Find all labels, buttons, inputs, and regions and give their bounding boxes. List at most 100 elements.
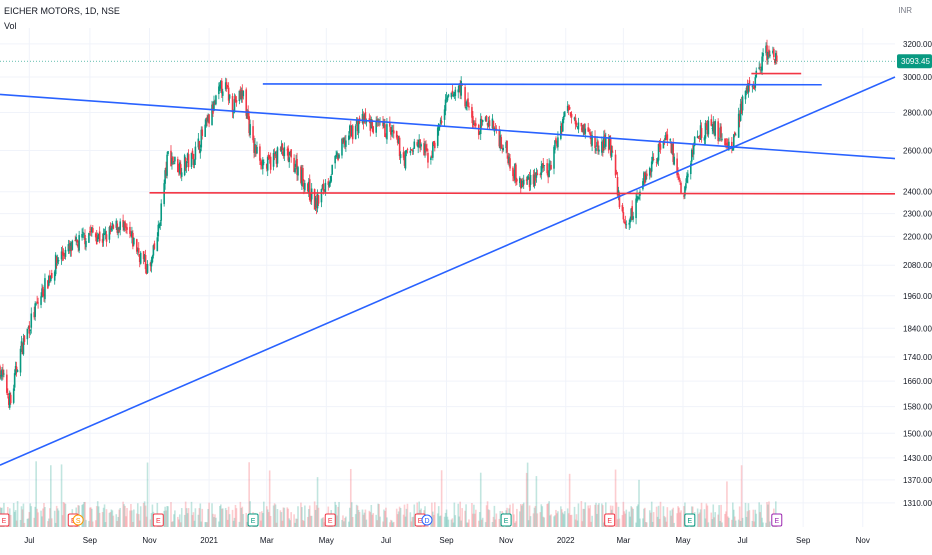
volume-bar [179,522,182,527]
candle-body [226,86,229,87]
event-marker[interactable]: E [247,513,259,527]
volume-bar [307,509,310,527]
volume-bar [354,514,357,527]
volume-bar [732,502,734,527]
candle-body [293,157,295,173]
volume-bar [436,513,439,527]
candle-body [170,150,172,167]
volume-bar [173,514,175,527]
volume-bar [224,507,227,527]
candle-body [512,167,514,177]
last-price-box [897,54,932,69]
candle-body [700,127,703,138]
volume-bar [98,512,101,527]
volume-bar [597,504,599,527]
volume-bar [745,516,748,527]
volume-bar [519,504,522,527]
event-badge-label: E [774,518,779,525]
volume-bar [629,516,632,527]
candle-body [368,118,371,122]
volume-bar [391,520,393,527]
candle-body [491,118,494,129]
volume-bar [53,510,56,527]
volume-bar [123,504,125,527]
volume-bar [534,505,537,527]
volume-bar [769,521,771,527]
event-marker[interactable]: E [684,513,696,527]
event-marker[interactable]: E [324,513,336,527]
candle-body [484,117,487,121]
volume-bar [288,518,291,527]
candle-body [53,271,56,281]
event-markers[interactable]: EESEEEEDEEEE [0,513,783,527]
candle-body [307,181,310,194]
volume-bar [561,512,564,527]
volume-bar [697,513,700,527]
volume-bar [133,509,135,527]
candle-body [769,54,771,57]
candle-body [649,170,652,173]
candle-body [252,126,254,141]
volume-bar [225,510,228,527]
event-marker[interactable]: E [500,513,512,527]
volume-bar [117,516,120,527]
volume-bar [725,511,727,527]
volume-bar [752,509,755,527]
volume-bar [372,513,375,527]
candle-body [744,90,747,100]
candle-body [165,167,167,174]
candle-body [745,87,748,93]
candle-body [213,100,215,111]
volume-bar [363,512,366,527]
volume-bar [259,511,261,527]
candle-body [239,89,242,100]
volume-bar [13,511,16,527]
event-marker[interactable]: S [72,514,84,526]
volume-bar [439,515,442,527]
candle-body [543,165,546,166]
volume-bar [296,518,298,527]
volume-bar [766,502,768,527]
candle-body [355,119,358,124]
candle-body [151,255,154,263]
volume-bar [643,508,645,527]
candle-body [142,251,145,260]
volume-bar [12,503,15,527]
event-marker[interactable]: E [604,513,616,527]
event-marker[interactable]: E [152,513,164,527]
volume-bar [720,504,722,527]
volume-bar [149,519,152,527]
volume-bar [582,508,585,527]
event-marker[interactable]: E [771,513,783,527]
candle-body [765,45,767,54]
candle-body [630,208,632,219]
volume-bar [569,515,572,527]
volume-bar [679,512,681,527]
event-marker[interactable]: D [421,514,433,526]
x-tick-label: May [675,536,690,545]
candle-body [474,122,476,126]
candle-body [57,260,60,262]
candle-body [228,94,231,99]
volume-bar [146,462,149,527]
candle-body [728,141,730,149]
x-tick-label: Nov [856,536,870,545]
volume-bar [289,520,291,527]
volume-bar [639,518,641,527]
event-marker[interactable]: E [0,513,10,527]
candle-body [604,137,607,147]
candle-body [85,241,87,248]
volume-bar [248,462,250,527]
trend-lines [0,72,896,466]
candle-body [341,138,343,156]
volume-bar [290,512,292,527]
candle-body [451,90,454,94]
candle-body [655,161,658,163]
candle-body [598,149,600,152]
event-badge-flag [500,513,512,527]
volume-bar [63,502,66,527]
volume-bar [275,522,278,527]
volume-bar [445,509,448,527]
